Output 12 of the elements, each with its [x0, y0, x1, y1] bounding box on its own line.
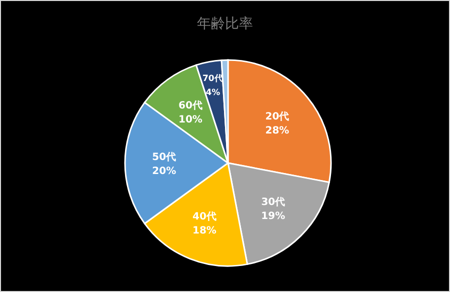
data-label: 19% [261, 211, 286, 222]
data-label: 20% [152, 166, 176, 177]
data-label: 18% [192, 225, 216, 236]
data-label: 28% [265, 125, 290, 136]
slice-label: 60代 [178, 99, 202, 112]
data-label: 4% [206, 88, 221, 98]
slice-label: 50代 [152, 151, 176, 163]
slice-label: 20代 [265, 110, 290, 122]
chart-title: 年齢比率 [197, 16, 253, 32]
data-label: 10% [178, 114, 202, 126]
slice-label: 30代 [261, 196, 286, 208]
slice-label: 40代 [192, 210, 216, 222]
